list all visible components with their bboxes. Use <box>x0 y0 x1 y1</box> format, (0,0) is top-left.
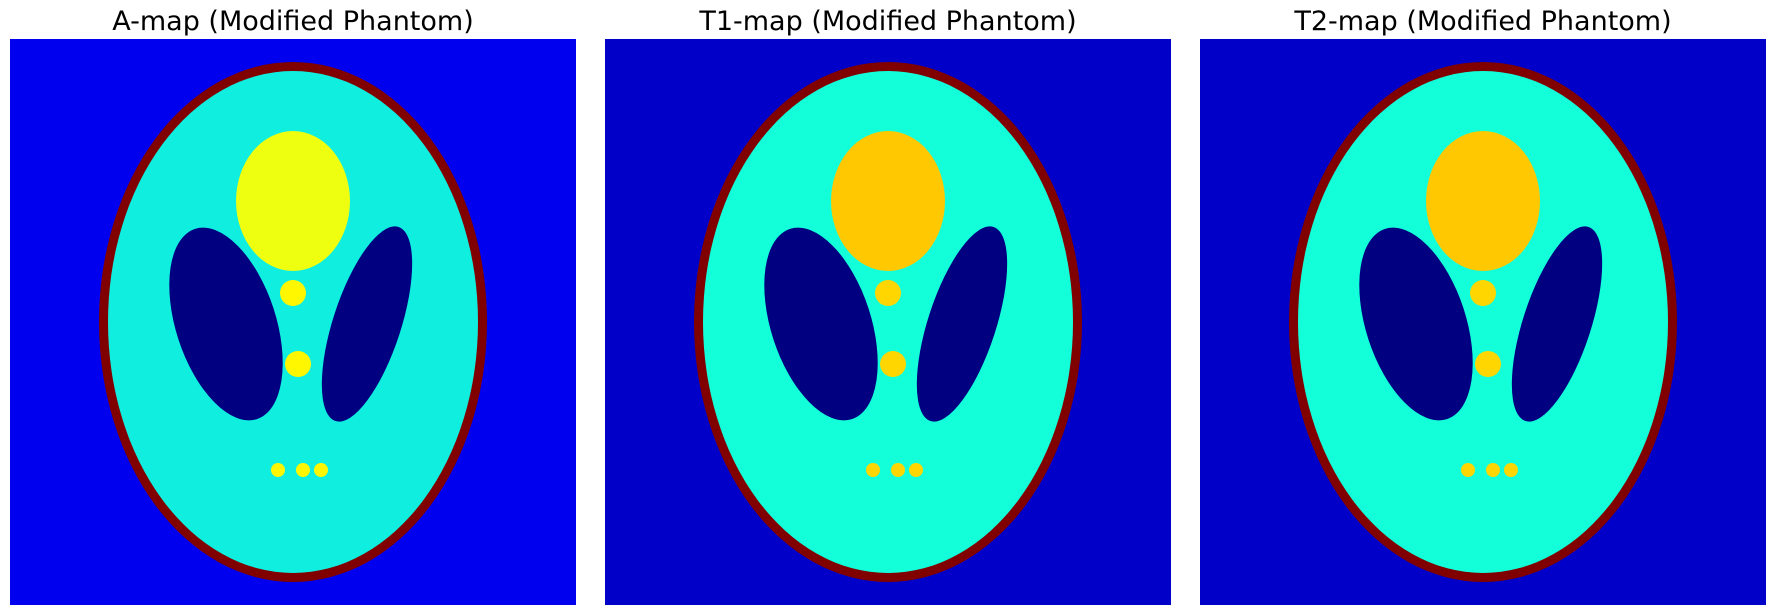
small-circle <box>880 351 906 377</box>
tiny-dot <box>891 463 905 477</box>
right-ventricle <box>1511 226 1603 422</box>
left-ventricle <box>169 227 283 421</box>
tiny-dot <box>909 463 923 477</box>
phantom-image <box>10 39 576 605</box>
brain-region <box>703 71 1073 573</box>
panel-t2-map: T2-map (Modified Phantom) <box>1200 0 1766 615</box>
small-circle <box>285 351 311 377</box>
phantom-image <box>1200 39 1766 605</box>
panel-title: T1-map (Modified Phantom) <box>699 6 1077 37</box>
center-ellipse <box>236 131 350 271</box>
panel-a-map: A-map (Modified Phantom) <box>10 0 576 615</box>
small-circle <box>280 280 306 306</box>
tiny-dot <box>1486 463 1500 477</box>
tiny-dot <box>1461 463 1475 477</box>
left-ventricle <box>764 227 878 421</box>
center-ellipse <box>1426 131 1540 271</box>
right-ventricle <box>916 226 1008 422</box>
brain-region <box>1298 71 1668 573</box>
panel-title: A-map (Modified Phantom) <box>112 6 474 37</box>
panel-title: T2-map (Modified Phantom) <box>1294 6 1672 37</box>
panel-t1-map: T1-map (Modified Phantom) <box>605 0 1171 615</box>
phantom-image <box>605 39 1171 605</box>
tiny-dot <box>866 463 880 477</box>
small-circle <box>875 280 901 306</box>
left-ventricle <box>1359 227 1473 421</box>
tiny-dot <box>314 463 328 477</box>
small-circle <box>1475 351 1501 377</box>
tiny-dot <box>271 463 285 477</box>
brain-region <box>108 71 478 573</box>
tiny-dot <box>296 463 310 477</box>
small-circle <box>1470 280 1496 306</box>
right-ventricle <box>321 226 413 422</box>
tiny-dot <box>1504 463 1518 477</box>
center-ellipse <box>831 131 945 271</box>
